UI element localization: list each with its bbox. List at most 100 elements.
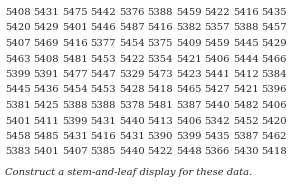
Text: 5388: 5388 bbox=[91, 101, 116, 110]
Text: 5407: 5407 bbox=[5, 39, 30, 48]
Text: 5399: 5399 bbox=[176, 132, 202, 141]
Text: 5440: 5440 bbox=[205, 101, 230, 110]
Text: 5382: 5382 bbox=[176, 24, 202, 33]
Text: 5423: 5423 bbox=[176, 70, 202, 79]
Text: 5388: 5388 bbox=[147, 8, 173, 17]
Text: 5446: 5446 bbox=[91, 24, 116, 33]
Text: 5384: 5384 bbox=[262, 70, 287, 79]
Text: 5463: 5463 bbox=[5, 54, 30, 63]
Text: 5458: 5458 bbox=[5, 132, 30, 141]
Text: 5388: 5388 bbox=[62, 101, 88, 110]
Text: 5459: 5459 bbox=[176, 8, 202, 17]
Text: 5435: 5435 bbox=[205, 132, 230, 141]
Text: 5376: 5376 bbox=[119, 8, 144, 17]
Text: 5485: 5485 bbox=[33, 132, 59, 141]
Text: 5412: 5412 bbox=[233, 70, 259, 79]
Text: 5387: 5387 bbox=[233, 132, 259, 141]
Text: 5465: 5465 bbox=[176, 86, 202, 95]
Text: 5416: 5416 bbox=[147, 24, 173, 33]
Text: 5462: 5462 bbox=[262, 132, 287, 141]
Text: 5387: 5387 bbox=[176, 101, 202, 110]
Text: 5477: 5477 bbox=[62, 70, 88, 79]
Text: 5408: 5408 bbox=[33, 54, 59, 63]
Text: 5383: 5383 bbox=[5, 148, 30, 157]
Text: 5418: 5418 bbox=[262, 148, 287, 157]
Text: 5453: 5453 bbox=[91, 86, 116, 95]
Text: 5447: 5447 bbox=[91, 70, 116, 79]
Text: 5407: 5407 bbox=[62, 148, 88, 157]
Text: 5436: 5436 bbox=[33, 86, 59, 95]
Text: 5406: 5406 bbox=[262, 101, 287, 110]
Text: 5411: 5411 bbox=[33, 116, 60, 125]
Text: 5444: 5444 bbox=[233, 54, 259, 63]
Text: 5406: 5406 bbox=[205, 54, 230, 63]
Text: 5406: 5406 bbox=[176, 116, 202, 125]
Text: 5357: 5357 bbox=[205, 24, 230, 33]
Text: 5457: 5457 bbox=[262, 24, 287, 33]
Text: 5459: 5459 bbox=[205, 39, 230, 48]
Text: 5473: 5473 bbox=[147, 70, 173, 79]
Text: 5418: 5418 bbox=[147, 86, 173, 95]
Text: 5429: 5429 bbox=[262, 39, 287, 48]
Text: 5420: 5420 bbox=[5, 24, 30, 33]
Text: 5420: 5420 bbox=[262, 116, 287, 125]
Text: 5430: 5430 bbox=[233, 148, 259, 157]
Text: 5481: 5481 bbox=[147, 101, 173, 110]
Text: 5390: 5390 bbox=[147, 132, 173, 141]
Text: 5452: 5452 bbox=[233, 116, 259, 125]
Text: 5342: 5342 bbox=[205, 116, 230, 125]
Text: 5441: 5441 bbox=[205, 70, 230, 79]
Text: 5431: 5431 bbox=[119, 132, 145, 141]
Text: 5431: 5431 bbox=[91, 116, 116, 125]
Text: 5377: 5377 bbox=[91, 39, 116, 48]
Text: 5399: 5399 bbox=[5, 70, 30, 79]
Text: 5409: 5409 bbox=[176, 39, 202, 48]
Text: 5440: 5440 bbox=[119, 148, 145, 157]
Text: 5435: 5435 bbox=[262, 8, 287, 17]
Text: 5408: 5408 bbox=[5, 8, 30, 17]
Text: 5481: 5481 bbox=[62, 54, 88, 63]
Text: 5422: 5422 bbox=[147, 148, 173, 157]
Text: 5445: 5445 bbox=[5, 86, 31, 95]
Text: Construct a stem-and-leaf display for these data.: Construct a stem-and-leaf display for th… bbox=[5, 168, 252, 177]
Text: 5448: 5448 bbox=[176, 148, 202, 157]
Text: 5475: 5475 bbox=[62, 8, 88, 17]
Text: 5381: 5381 bbox=[5, 101, 30, 110]
Text: 5422: 5422 bbox=[205, 8, 230, 17]
Text: 5401: 5401 bbox=[5, 116, 31, 125]
Text: 5453: 5453 bbox=[91, 54, 116, 63]
Text: 5416: 5416 bbox=[233, 8, 259, 17]
Text: 5454: 5454 bbox=[62, 86, 88, 95]
Text: 5366: 5366 bbox=[205, 148, 230, 157]
Text: 5378: 5378 bbox=[119, 101, 144, 110]
Text: 5422: 5422 bbox=[119, 54, 145, 63]
Text: 5454: 5454 bbox=[119, 39, 145, 48]
Text: 5429: 5429 bbox=[33, 24, 59, 33]
Text: 5413: 5413 bbox=[147, 116, 173, 125]
Text: 5425: 5425 bbox=[33, 101, 59, 110]
Text: 5354: 5354 bbox=[147, 54, 173, 63]
Text: 5416: 5416 bbox=[62, 39, 88, 48]
Text: 5440: 5440 bbox=[119, 116, 145, 125]
Text: 5442: 5442 bbox=[91, 8, 116, 17]
Text: 5431: 5431 bbox=[62, 132, 88, 141]
Text: 5421: 5421 bbox=[233, 86, 259, 95]
Text: 5388: 5388 bbox=[233, 24, 259, 33]
Text: 5399: 5399 bbox=[62, 116, 88, 125]
Text: 5329: 5329 bbox=[119, 70, 144, 79]
Text: 5385: 5385 bbox=[91, 148, 116, 157]
Text: 5427: 5427 bbox=[205, 86, 230, 95]
Text: 5428: 5428 bbox=[119, 86, 145, 95]
Text: 5396: 5396 bbox=[262, 86, 287, 95]
Text: 5401: 5401 bbox=[33, 148, 59, 157]
Text: 5421: 5421 bbox=[176, 54, 202, 63]
Text: 5469: 5469 bbox=[33, 39, 59, 48]
Text: 5431: 5431 bbox=[33, 8, 59, 17]
Text: 5445: 5445 bbox=[233, 39, 259, 48]
Text: 5401: 5401 bbox=[62, 24, 88, 33]
Text: 5416: 5416 bbox=[91, 132, 116, 141]
Text: 5375: 5375 bbox=[147, 39, 173, 48]
Text: 5487: 5487 bbox=[119, 24, 145, 33]
Text: 5482: 5482 bbox=[233, 101, 259, 110]
Text: 5391: 5391 bbox=[33, 70, 59, 79]
